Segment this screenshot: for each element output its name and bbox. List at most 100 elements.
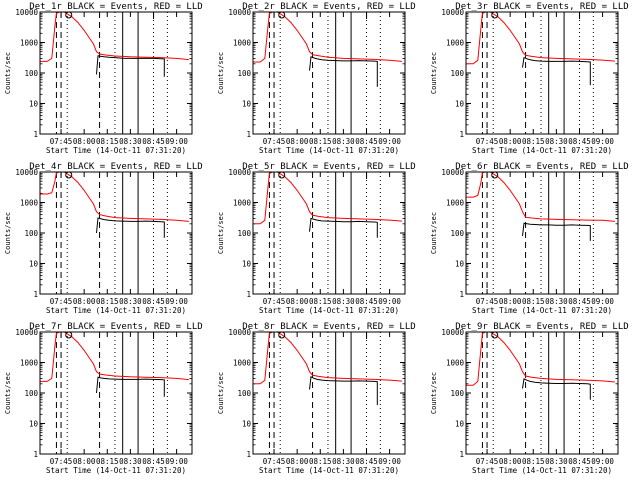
y-axis-label: Counts/sec (4, 52, 12, 94)
top-marker-bracket (153, 11, 161, 19)
y-tick-label: 10 (29, 420, 39, 429)
y-tick-label: 100 (24, 389, 38, 398)
y-axis-label: Counts/sec (430, 52, 438, 94)
plot-frame (252, 331, 406, 455)
x-axis-label: Start Time (14-Oct-11 07:31:20) (259, 466, 399, 475)
top-marker-bracket (579, 171, 587, 179)
events-series-line (309, 376, 378, 406)
x-tick-label: 08:30 (119, 297, 142, 306)
x-axis-label: Start Time (14-Oct-11 07:31:20) (472, 146, 612, 155)
x-tick-label: 09:00 (378, 457, 401, 466)
panel-9: Det_9r BLACK = Events, RED = LLD Counts/s… (430, 322, 629, 475)
events-series-line (522, 56, 591, 86)
top-marker-bracket (366, 331, 374, 339)
x-tick-label: 08:45 (142, 457, 165, 466)
x-tick-label: 08:45 (355, 297, 378, 306)
x-tick-label: 08:45 (355, 457, 378, 466)
y-tick-label: 10 (242, 100, 252, 109)
lld-series-line (466, 11, 615, 65)
panel-title: Det_5r BLACK = Events, RED = LLD (242, 162, 415, 172)
x-tick-label: 07:45 (476, 457, 499, 466)
x-tick-label: 08:00 (286, 457, 309, 466)
x-tick-label: 08:15 (96, 457, 119, 466)
x-axis-label: Start Time (14-Oct-11 07:31:20) (46, 146, 186, 155)
plot-frame (39, 11, 193, 135)
x-tick-label: 09:00 (378, 137, 401, 146)
y-tick-label: 1 (459, 290, 464, 299)
x-tick-label: 09:00 (165, 137, 188, 146)
y-tick-label: 1000 (20, 39, 39, 48)
x-axis-label: Start Time (14-Oct-11 07:31:20) (472, 466, 612, 475)
plot-frame (252, 11, 406, 135)
top-marker-bracket (579, 11, 587, 19)
x-tick-label: 09:00 (591, 137, 614, 146)
x-tick-label: 08:30 (119, 457, 142, 466)
y-tick-label: 1 (246, 450, 251, 459)
panel-title: Det_7r BLACK = Events, RED = LLD (29, 322, 202, 332)
y-tick-label: 1 (246, 130, 251, 139)
y-tick-label: 100 (450, 389, 464, 398)
x-tick-label: 09:00 (378, 297, 401, 306)
panel-title: Det_6r BLACK = Events, RED = LLD (455, 162, 628, 172)
x-axis-label: Start Time (14-Oct-11 07:31:20) (472, 306, 612, 315)
x-tick-label: 07:45 (263, 297, 286, 306)
lld-series-line (40, 331, 189, 382)
x-tick-label: 08:30 (119, 137, 142, 146)
lld-series-line (253, 171, 402, 225)
x-tick-label: 08:00 (499, 137, 522, 146)
y-axis-label: Counts/sec (4, 372, 12, 414)
panel-3: Det_3r BLACK = Events, RED = LLD Counts/s… (430, 2, 629, 155)
panel-5: Det_5r BLACK = Events, RED = LLD Counts/s… (217, 162, 416, 315)
y-tick-label: 10000 (441, 8, 464, 17)
y-tick-label: 1000 (233, 39, 252, 48)
x-tick-label: 08:15 (309, 137, 332, 146)
lld-series-line (40, 11, 189, 62)
y-tick-label: 1 (33, 130, 38, 139)
x-tick-label: 09:00 (165, 297, 188, 306)
events-series-line (96, 376, 165, 397)
x-tick-label: 08:15 (522, 297, 545, 306)
y-tick-label: 1 (459, 450, 464, 459)
top-marker-bracket (366, 11, 374, 19)
y-axis-label: Counts/sec (217, 52, 225, 94)
y-tick-label: 10 (455, 100, 465, 109)
x-tick-label: 08:30 (545, 137, 568, 146)
x-tick-label: 08:15 (96, 137, 119, 146)
panel-title: Det_9r BLACK = Events, RED = LLD (455, 322, 628, 332)
events-series-line (309, 217, 378, 238)
x-tick-label: 08:00 (73, 297, 96, 306)
x-axis-label: Start Time (14-Oct-11 07:31:20) (259, 146, 399, 155)
lld-series-line (466, 331, 615, 386)
panel-title: Det_3r BLACK = Events, RED = LLD (455, 2, 628, 12)
x-axis-label: Start Time (14-Oct-11 07:31:20) (46, 466, 186, 475)
y-axis-label: Counts/sec (217, 212, 225, 254)
x-tick-label: 08:15 (522, 457, 545, 466)
y-tick-label: 10000 (228, 168, 251, 177)
lld-series-line (40, 171, 189, 222)
x-tick-label: 09:00 (591, 457, 614, 466)
x-tick-label: 08:30 (332, 457, 355, 466)
y-tick-label: 1 (459, 130, 464, 139)
x-tick-label: 08:45 (568, 457, 591, 466)
y-tick-label: 1000 (233, 199, 252, 208)
panel-2: Det_2r BLACK = Events, RED = LLD Counts/s… (217, 2, 416, 155)
y-tick-label: 1000 (20, 359, 39, 368)
panel-title: Det_8r BLACK = Events, RED = LLD (242, 322, 415, 332)
y-axis-label: Counts/sec (217, 372, 225, 414)
x-tick-label: 08:45 (568, 137, 591, 146)
y-tick-label: 100 (450, 69, 464, 78)
y-axis-label: Counts/sec (430, 212, 438, 254)
top-marker-bracket (579, 331, 587, 339)
lld-series-line (253, 331, 402, 385)
x-axis-label: Start Time (14-Oct-11 07:31:20) (46, 306, 186, 315)
y-tick-label: 1 (33, 450, 38, 459)
y-tick-label: 100 (237, 389, 251, 398)
y-tick-label: 1000 (20, 199, 39, 208)
plot-frame (465, 171, 619, 295)
x-tick-label: 08:45 (142, 297, 165, 306)
panel-title: Det_1r BLACK = Events, RED = LLD (29, 2, 202, 12)
x-tick-label: 08:00 (73, 137, 96, 146)
y-tick-label: 10000 (15, 328, 38, 337)
y-tick-label: 10000 (441, 168, 464, 177)
